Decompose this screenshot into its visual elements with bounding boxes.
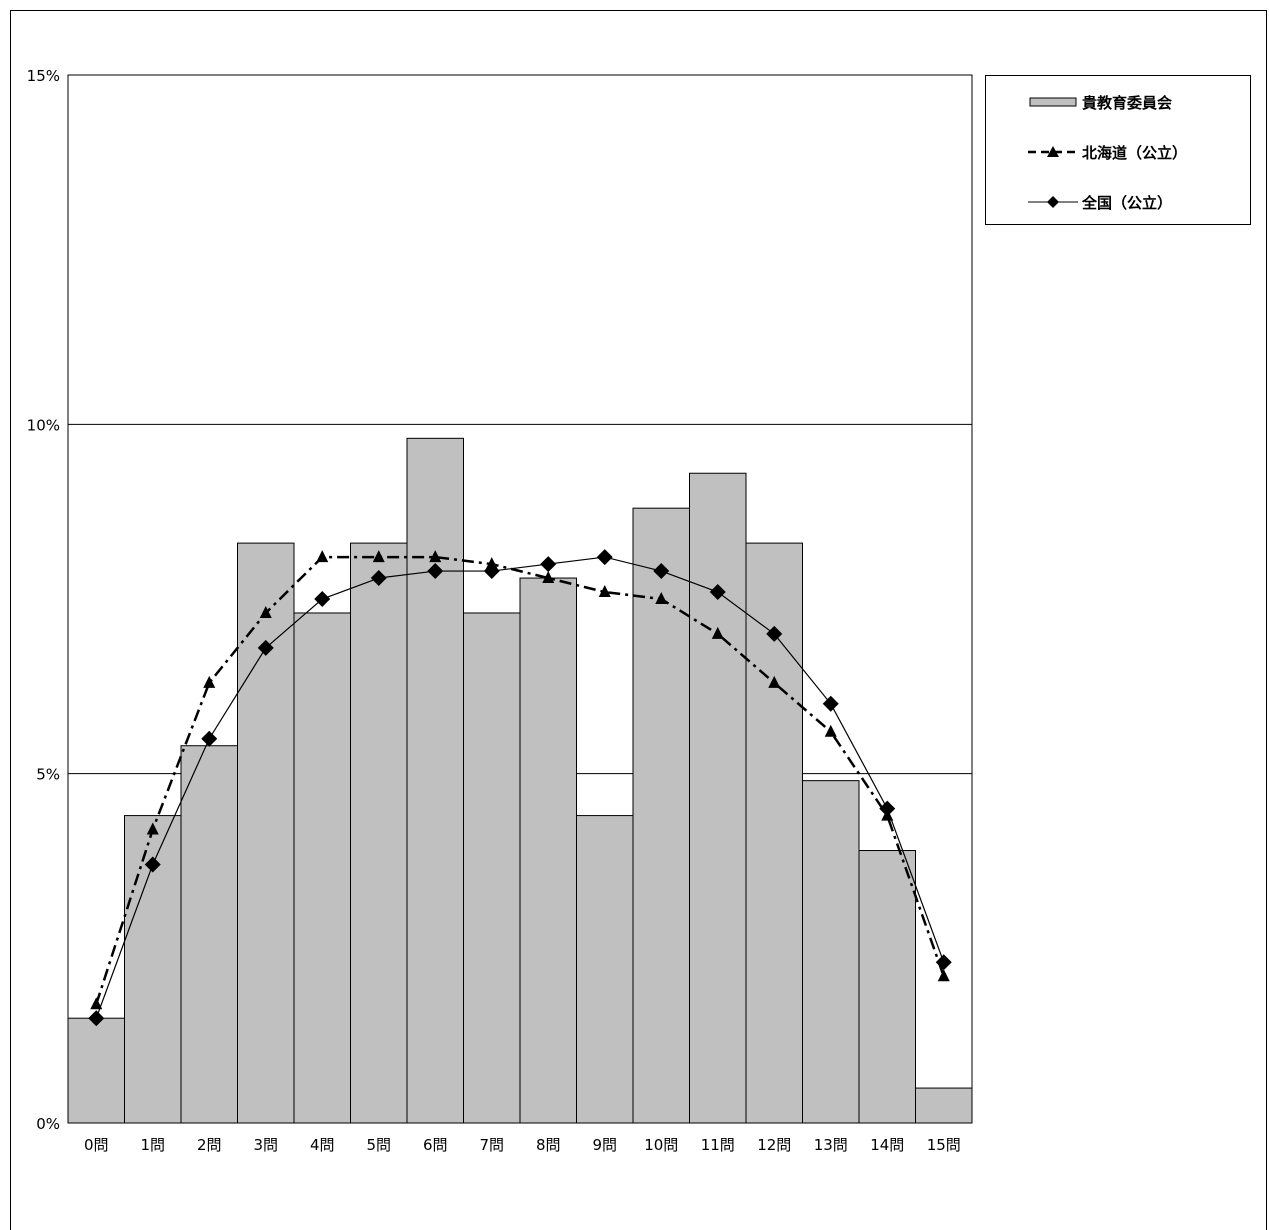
bar-2 <box>180 745 238 1124</box>
x-tick-label: 9問 <box>592 1136 617 1154</box>
y-tick-label: 15% <box>27 67 60 85</box>
triangle-marker-11 <box>711 626 724 639</box>
triangle-marker-12 <box>768 675 781 688</box>
bar-3 <box>237 542 295 1124</box>
diamond-marker-2 <box>201 730 218 747</box>
bar-9 <box>576 815 634 1124</box>
x-tick-label: 3問 <box>253 1136 278 1154</box>
bar-11 <box>689 472 747 1124</box>
x-tick-label: 2問 <box>197 1136 222 1154</box>
bar-8 <box>519 577 577 1124</box>
x-tick-label: 13問 <box>814 1136 848 1154</box>
triangle-marker-8 <box>542 571 555 584</box>
triangle-marker-4 <box>316 550 329 563</box>
triangle-marker-9 <box>598 585 611 598</box>
diamond-marker-1 <box>144 856 161 873</box>
diamond-marker-3 <box>257 639 274 656</box>
diamond-marker-14 <box>879 800 896 817</box>
legend-label-hokkaido: 北海道（公立） <box>1082 144 1188 162</box>
series-line-1 <box>95 555 945 1005</box>
x-tick-label: 11問 <box>701 1136 735 1154</box>
diamond-marker-4 <box>314 591 331 607</box>
triangle-marker-15 <box>937 969 950 982</box>
triangle-marker-1 <box>146 822 159 835</box>
triangle-marker-2 <box>203 675 216 688</box>
x-tick-label: 8問 <box>536 1136 561 1154</box>
diamond-marker-0 <box>88 1010 105 1027</box>
diamond-marker-12 <box>766 625 783 642</box>
triangle-marker-10 <box>655 592 668 604</box>
bar-7 <box>463 612 521 1124</box>
diamond-marker-15 <box>935 954 952 971</box>
series-line-2 <box>95 556 945 1019</box>
y-tick-label: 10% <box>27 416 60 434</box>
chart-legend: 貴教育委員会 北海道（公立） 全国（公立） <box>985 75 1251 225</box>
legend-item-national: 全国（公立） <box>986 190 1252 214</box>
bar-14 <box>858 850 916 1124</box>
bar-5 <box>350 542 408 1124</box>
bar-15 <box>915 1087 973 1124</box>
x-tick-label: 15問 <box>927 1136 961 1154</box>
triangle-marker-6 <box>429 550 442 563</box>
legend-bar-swatch <box>1029 97 1077 107</box>
x-tick-label: 0問 <box>84 1136 109 1154</box>
diamond-marker-7 <box>483 563 500 580</box>
x-tick-label: 14問 <box>870 1136 904 1154</box>
bar-6 <box>406 437 464 1124</box>
diamond-marker-13 <box>822 695 839 712</box>
diamond-marker-9 <box>596 549 613 566</box>
diamond-marker-10 <box>653 563 670 580</box>
x-tick-label: 6問 <box>423 1136 448 1154</box>
x-tick-label: 12問 <box>757 1136 791 1154</box>
diamond-marker-5 <box>370 570 387 587</box>
bar-4 <box>293 612 351 1124</box>
x-tick-label: 10問 <box>644 1136 678 1154</box>
x-tick-label: 7問 <box>479 1136 504 1154</box>
legend-diamond-swatch <box>1028 196 1078 208</box>
diamond-marker-6 <box>427 563 444 580</box>
bar-0 <box>67 1017 125 1124</box>
triangle-marker-13 <box>824 724 837 737</box>
legend-label-national: 全国（公立） <box>1082 194 1173 212</box>
bar-13 <box>802 780 860 1124</box>
triangle-marker-0 <box>90 997 103 1010</box>
legend-triangle-swatch <box>1028 146 1078 157</box>
diamond-marker-8 <box>540 556 557 573</box>
triangle-marker-5 <box>372 550 385 563</box>
x-tick-label: 1問 <box>140 1136 165 1154</box>
triangle-marker-3 <box>259 605 272 618</box>
chart-frame <box>10 10 1267 1230</box>
legend-label-bar: 貴教育委員会 <box>1082 94 1173 112</box>
x-tick-label: 5問 <box>366 1136 391 1154</box>
legend-item-hokkaido: 北海道（公立） <box>986 140 1252 164</box>
y-tick-label: 5% <box>36 766 60 784</box>
legend-item-bar: 貴教育委員会 <box>986 90 1252 114</box>
y-tick-label: 0% <box>36 1115 60 1133</box>
diamond-marker-11 <box>709 584 726 601</box>
x-tick-label: 4問 <box>310 1136 335 1154</box>
